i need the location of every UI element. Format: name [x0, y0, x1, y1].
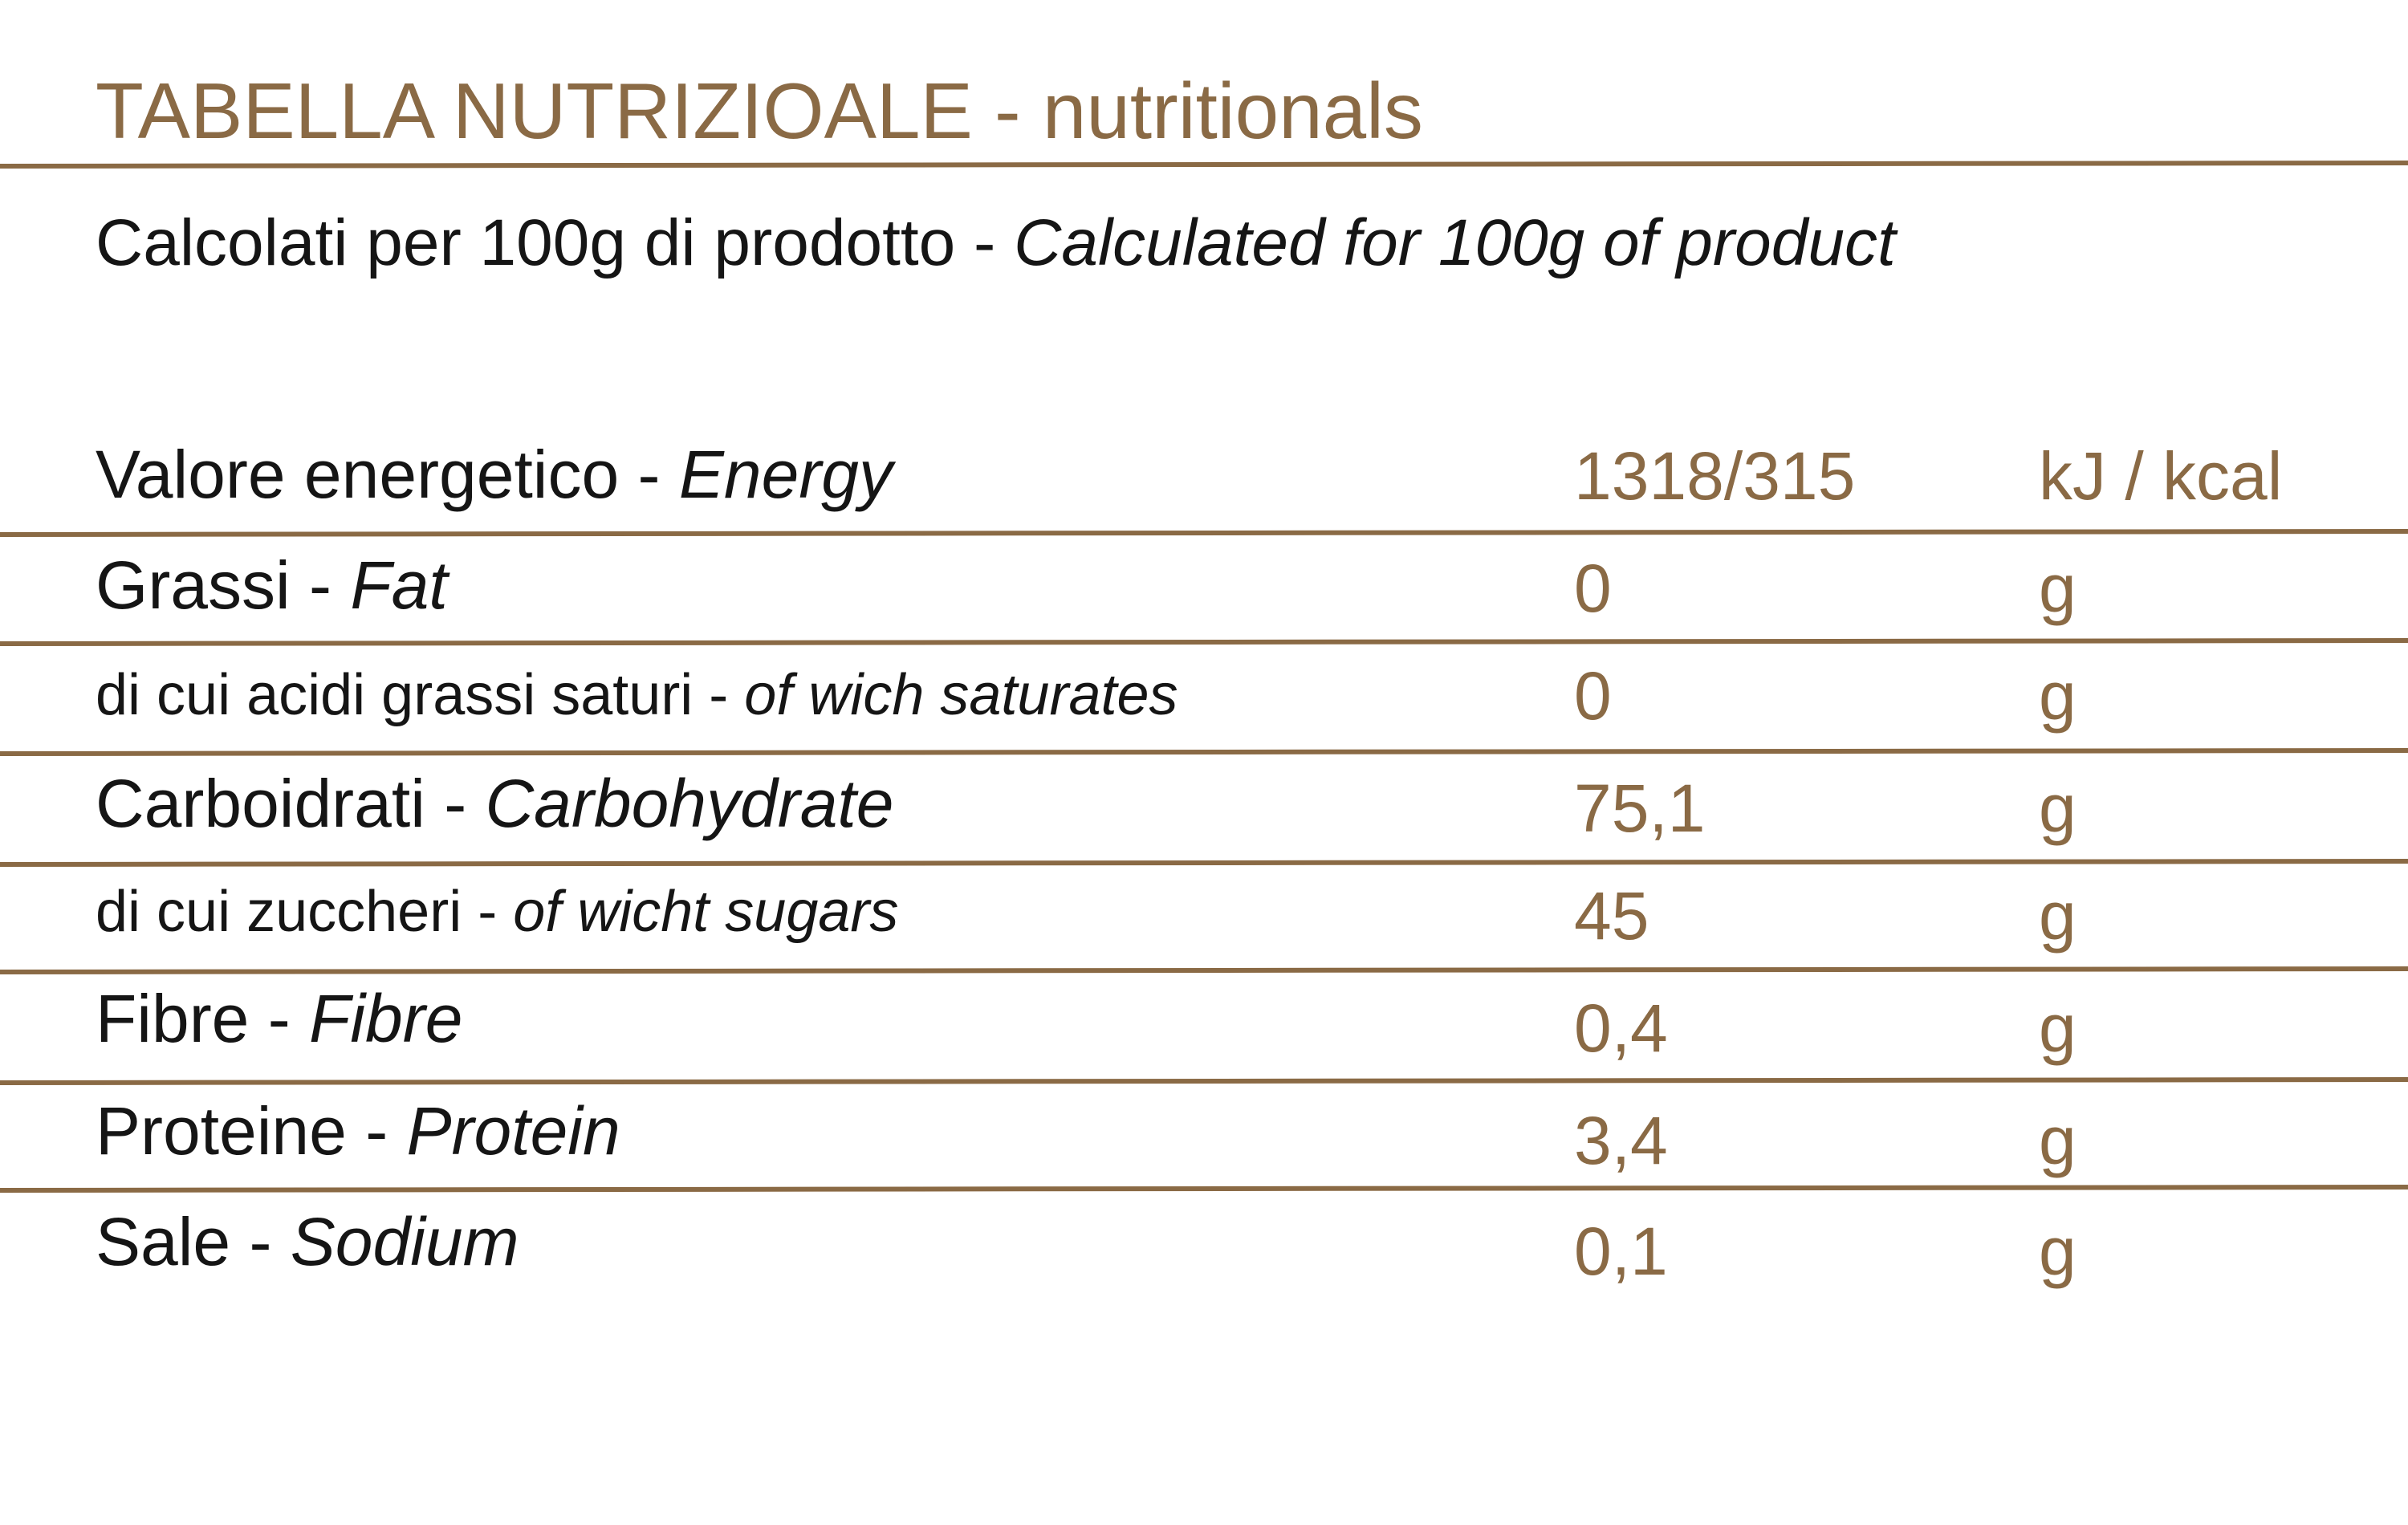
row-value: 0	[1574, 658, 1612, 734]
label-english: Fat	[350, 547, 450, 623]
label-italian: Valore energetico -	[96, 437, 661, 512]
title-rule	[0, 161, 2408, 169]
label-italian: di cui zuccheri -	[96, 880, 497, 944]
label-italian: Sale -	[96, 1204, 271, 1279]
row-value: 3,4	[1574, 1103, 1668, 1178]
row-value: 75,1	[1574, 771, 1706, 846]
label-english: Fibre	[309, 981, 462, 1056]
label-english: of wich saturates	[744, 663, 1178, 727]
title: TABELLA NUTRIZIOALE - nutritionals	[96, 67, 1423, 155]
row-rule	[0, 748, 2408, 756]
label-english: of wicht sugars	[513, 880, 898, 944]
row-label: Proteine - Protein	[96, 1093, 620, 1169]
row-label: di cui zuccheri - of wicht sugars	[96, 880, 898, 944]
row-label: Grassi - Fat	[96, 547, 450, 623]
row-value: 0,4	[1574, 990, 1668, 1066]
label-english: Carbohydrate	[486, 766, 894, 841]
label-italian: Carboidrati -	[96, 766, 466, 841]
row-value: 45	[1574, 878, 1649, 954]
subtitle-english: Calculated for 100g of product	[1014, 206, 1898, 279]
row-label: Carboidrati - Carbohydrate	[96, 766, 893, 841]
subtitle: Calcolati per 100g di prodotto - Calcula…	[96, 206, 1898, 279]
row-label: Sale - Sodium	[96, 1204, 519, 1279]
row-label: Fibre - Fibre	[96, 981, 462, 1056]
row-value: 0,1	[1574, 1214, 1668, 1289]
row-unit: g	[2039, 1103, 2076, 1178]
row-rule	[0, 1077, 2408, 1085]
row-unit: g	[2039, 1214, 2076, 1289]
label-english: Protein	[407, 1093, 620, 1169]
row-rule	[0, 529, 2408, 537]
row-unit: g	[2039, 990, 2076, 1066]
label-italian: Proteine -	[96, 1093, 388, 1169]
row-rule	[0, 966, 2408, 974]
subtitle-italian: Calcolati per 100g di prodotto -	[96, 206, 995, 279]
label-english: Energy	[679, 437, 897, 512]
label-italian: Fibre -	[96, 981, 291, 1056]
row-unit: g	[2039, 551, 2076, 626]
row-rule	[0, 638, 2408, 646]
row-unit: g	[2039, 771, 2076, 846]
row-unit: g	[2039, 878, 2076, 954]
row-unit: kJ / kcal	[2039, 438, 2282, 514]
row-rule	[0, 1185, 2408, 1193]
row-rule	[0, 859, 2408, 867]
row-label: di cui acidi grassi saturi - of wich sat…	[96, 663, 1178, 727]
row-value: 1318/315	[1574, 438, 1855, 514]
label-italian: Grassi -	[96, 547, 332, 623]
row-label: Valore energetico - Energy	[96, 437, 897, 512]
row-unit: g	[2039, 658, 2076, 734]
label-english: Sodium	[291, 1204, 519, 1279]
row-value: 0	[1574, 551, 1612, 626]
label-italian: di cui acidi grassi saturi -	[96, 663, 728, 727]
